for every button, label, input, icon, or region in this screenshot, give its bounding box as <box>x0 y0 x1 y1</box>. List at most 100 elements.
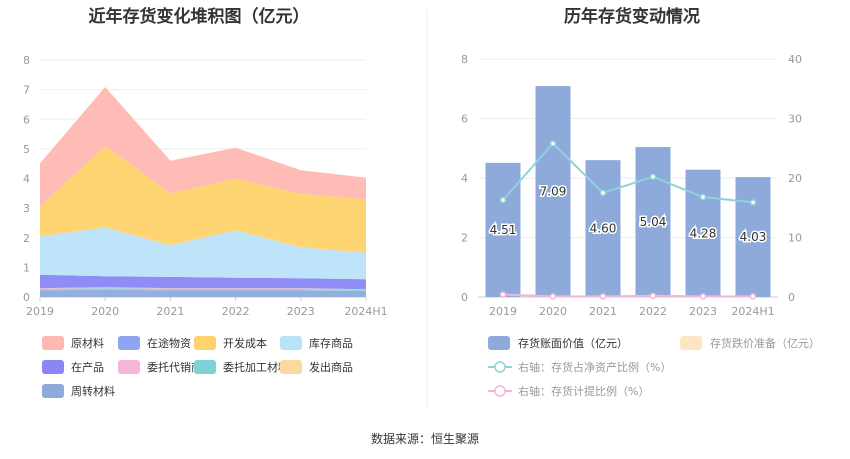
left-x-tick-label: 2023 <box>287 305 315 318</box>
line-point <box>699 193 707 201</box>
line-series-右轴：存货占净资产比例（%） <box>502 142 754 204</box>
left-y-tick-label: 8 <box>23 54 30 67</box>
bar-inventory-value <box>735 177 771 297</box>
line-point <box>749 293 757 300</box>
legend-swatch <box>42 336 64 350</box>
legend-label: 库存商品 <box>309 336 353 350</box>
right-bars <box>485 86 771 297</box>
left-y-tick-label: 7 <box>23 84 30 97</box>
legend-label: 在产品 <box>71 360 104 374</box>
line-point <box>649 292 657 300</box>
bar-inventory-value <box>485 162 521 297</box>
data-source-label: 数据来源：恒生聚源 <box>371 431 479 446</box>
right-x-tick-label: 2024H1 <box>731 305 774 318</box>
left-y-tick-label: 6 <box>23 113 30 126</box>
left-y-tick-label: 5 <box>23 143 30 156</box>
left-x-tick-label: 2021 <box>156 305 184 318</box>
line-series-右轴：存货计提比例（%） <box>502 293 753 298</box>
right-y-tick-label: 4 <box>461 172 468 185</box>
line-point <box>749 199 757 206</box>
right-lines <box>499 140 757 300</box>
line-point <box>499 291 507 298</box>
left-x-axis: 2019 2020 2021 2022 2023 2024H1 <box>26 297 388 318</box>
left-y-tick-label: 3 <box>23 202 30 215</box>
legend-swatch <box>118 336 140 350</box>
area-series-委托代销商品 <box>40 287 366 290</box>
legend-label: 存货账面价值（亿元） <box>518 336 628 350</box>
right-y2-tick-label: 40 <box>788 53 802 66</box>
legend-label: 在途物资 <box>147 336 191 350</box>
right-y2-tick-label: 30 <box>788 113 802 126</box>
right-y-tick-label: 2 <box>461 232 468 245</box>
right-y-tick-label: 8 <box>461 53 468 66</box>
legend-swatch <box>42 360 64 374</box>
legend-label: 发出商品 <box>309 360 353 374</box>
right-y2-tick-label: 10 <box>788 232 802 245</box>
stacked-area-chart: 近年存货变化堆积图（亿元） 0 1 2 3 4 5 6 7 8 2019 2020 2021 2022… <box>23 6 388 398</box>
left-y-tick-label: 2 <box>23 232 30 245</box>
bar-value-label: 7.09 <box>540 185 567 199</box>
bar-value-label: 4.51 <box>490 223 517 237</box>
line-point <box>649 173 657 181</box>
legend-swatch <box>680 336 702 350</box>
bar-line-chart: 历年存货变动情况 4.517.094.60 5.044.28 4.03 02468 … <box>461 6 820 398</box>
bar-inventory-value <box>635 147 671 297</box>
left-x-tick-label: 2024H1 <box>344 305 387 318</box>
bar-value-label: 5.04 <box>640 215 667 229</box>
line-point <box>549 140 557 147</box>
bar-inventory-value <box>535 86 571 297</box>
right-x-axis: 2019 2020 2021 2022 2023 2024H1 <box>489 305 775 318</box>
right-x-tick-label: 2020 <box>539 305 567 318</box>
legend-marker <box>494 361 506 373</box>
line-point <box>599 293 607 300</box>
area-series-在产品 <box>40 274 366 290</box>
right-y-axis-right: 0 10 20 30 40 <box>788 53 802 304</box>
bar-value-label: 4.28 <box>690 226 717 240</box>
right-x-tick-label: 2021 <box>589 305 617 318</box>
area-series-库存商品 <box>40 227 366 280</box>
legend-label: 右轴：存货占净资产比例（%） <box>518 360 671 374</box>
legend-label: 右轴：存货计提比例（%） <box>518 384 649 398</box>
area-series-开发成本 <box>40 145 366 253</box>
bar-value-label: 4.03 <box>740 230 767 244</box>
left-areas <box>40 87 366 297</box>
right-x-tick-label: 2023 <box>689 305 717 318</box>
area-series-周转材料 <box>40 289 366 297</box>
left-chart-title: 近年存货变化堆积图（亿元） <box>89 6 310 27</box>
legend-marker <box>494 385 506 397</box>
right-y-axis-left: 0 2 4 6 8 <box>461 53 468 304</box>
legend-swatch <box>280 336 302 350</box>
bar-inventory-value <box>685 169 721 297</box>
right-chart-title: 历年存货变动情况 <box>564 6 700 27</box>
area-series-原材料 <box>40 87 366 207</box>
legend-label: 周转材料 <box>71 384 115 398</box>
right-y-tick-label: 6 <box>461 113 468 126</box>
legend-label: 原材料 <box>71 336 104 350</box>
line-point <box>599 189 607 197</box>
legend-label: 委托加工材料 <box>223 360 289 374</box>
right-bar-labels: 4.51 7.09 4.60 5.04 4.28 4.03 <box>488 183 768 246</box>
left-y-tick-label: 4 <box>23 173 30 186</box>
right-y2-tick-label: 0 <box>788 291 795 304</box>
left-x-tick-label: 2019 <box>26 305 54 318</box>
legend-swatch <box>42 384 64 398</box>
left-x-tick-label: 2020 <box>91 305 119 318</box>
legend-swatch <box>194 336 216 350</box>
line-point <box>699 293 707 300</box>
right-y-tick-label: 0 <box>461 291 468 304</box>
area-series-委托加工材料 <box>40 288 366 292</box>
line-point <box>549 293 557 300</box>
legend-swatch <box>118 360 140 374</box>
right-x-tick-label: 2019 <box>489 305 517 318</box>
legend-swatch <box>488 336 510 350</box>
right-y2-tick-label: 20 <box>788 172 802 185</box>
left-y-tick-label: 1 <box>23 261 30 274</box>
legend-label: 存货跌价准备（亿元） <box>710 336 820 350</box>
legend-swatch <box>280 360 302 374</box>
left-x-tick-label: 2022 <box>222 305 250 318</box>
bar-value-label: 4.60 <box>590 222 617 236</box>
legend-label: 开发成本 <box>223 336 267 350</box>
right-x-tick-label: 2022 <box>639 305 667 318</box>
